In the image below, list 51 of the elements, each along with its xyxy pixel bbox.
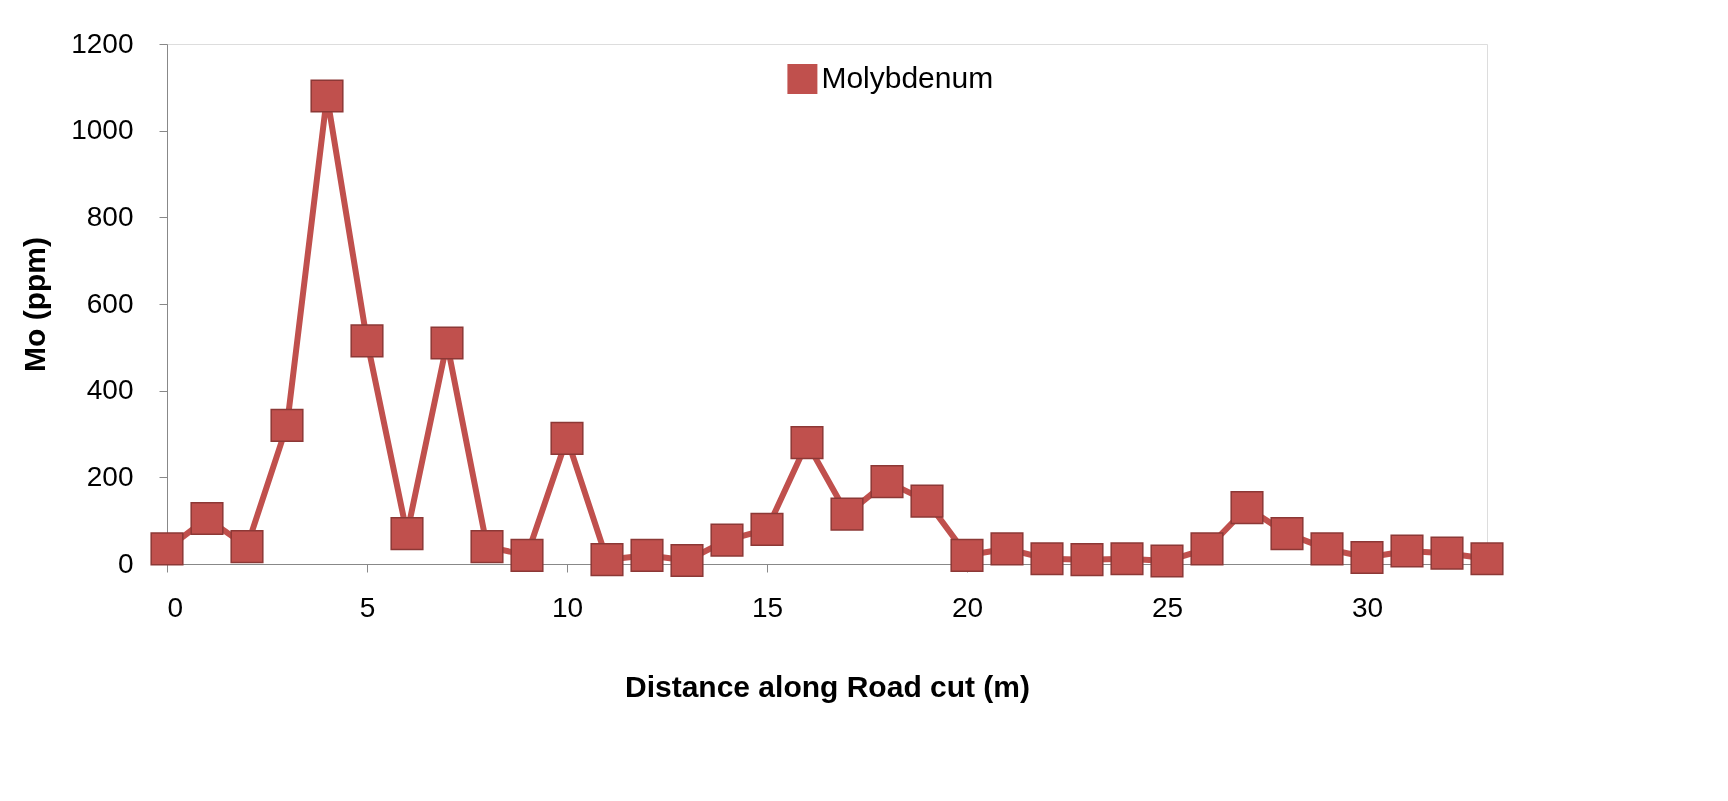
point (1150, 544, 1184, 578)
point (950, 538, 984, 572)
point (1390, 534, 1424, 568)
x-tick-label: 10 (551, 591, 584, 623)
point (390, 517, 424, 551)
y-tick-label: 1000 (71, 114, 134, 146)
point (990, 532, 1024, 566)
point (1070, 543, 1104, 577)
y-tick-label: 600 (86, 287, 134, 319)
point (790, 426, 824, 460)
x-tick-label: 30 (1351, 591, 1384, 623)
point (150, 532, 184, 566)
point (1270, 517, 1304, 551)
point (750, 512, 784, 546)
legend-label: Molybdenum (821, 61, 994, 94)
point (1190, 532, 1224, 566)
point (310, 79, 344, 113)
y-axis-title: Mo (ppm) (18, 237, 52, 372)
point (350, 324, 384, 358)
y-tick-label: 0 (117, 547, 134, 579)
y-tick-label: 200 (86, 460, 134, 492)
point (1430, 536, 1464, 570)
point (270, 408, 304, 442)
x-tick-label: 20 (951, 591, 984, 623)
point (630, 538, 664, 572)
point (670, 543, 704, 578)
y-tick-label: 800 (86, 200, 134, 232)
point (710, 523, 744, 557)
y-tick-label: 400 (86, 374, 134, 406)
x-tick-label: 15 (751, 591, 784, 623)
point (510, 538, 544, 572)
point (1110, 542, 1144, 576)
point (550, 421, 584, 455)
x-axis-title: Distance along Road cut (m) (624, 669, 1031, 703)
x-tick-label: 25 (1151, 591, 1184, 623)
point (870, 465, 904, 499)
point (1350, 540, 1384, 575)
x-tick-label: 5 (359, 591, 376, 623)
point (1030, 542, 1064, 576)
point (1310, 532, 1344, 566)
point (1230, 491, 1264, 525)
point (470, 530, 504, 564)
x-tick-label: 0 (167, 591, 184, 623)
point (830, 497, 864, 531)
point (910, 484, 944, 518)
point (430, 326, 464, 360)
y-tick-label: 1200 (71, 27, 134, 59)
point (1470, 542, 1504, 576)
point (190, 501, 224, 536)
point (230, 530, 264, 564)
point (590, 543, 624, 577)
